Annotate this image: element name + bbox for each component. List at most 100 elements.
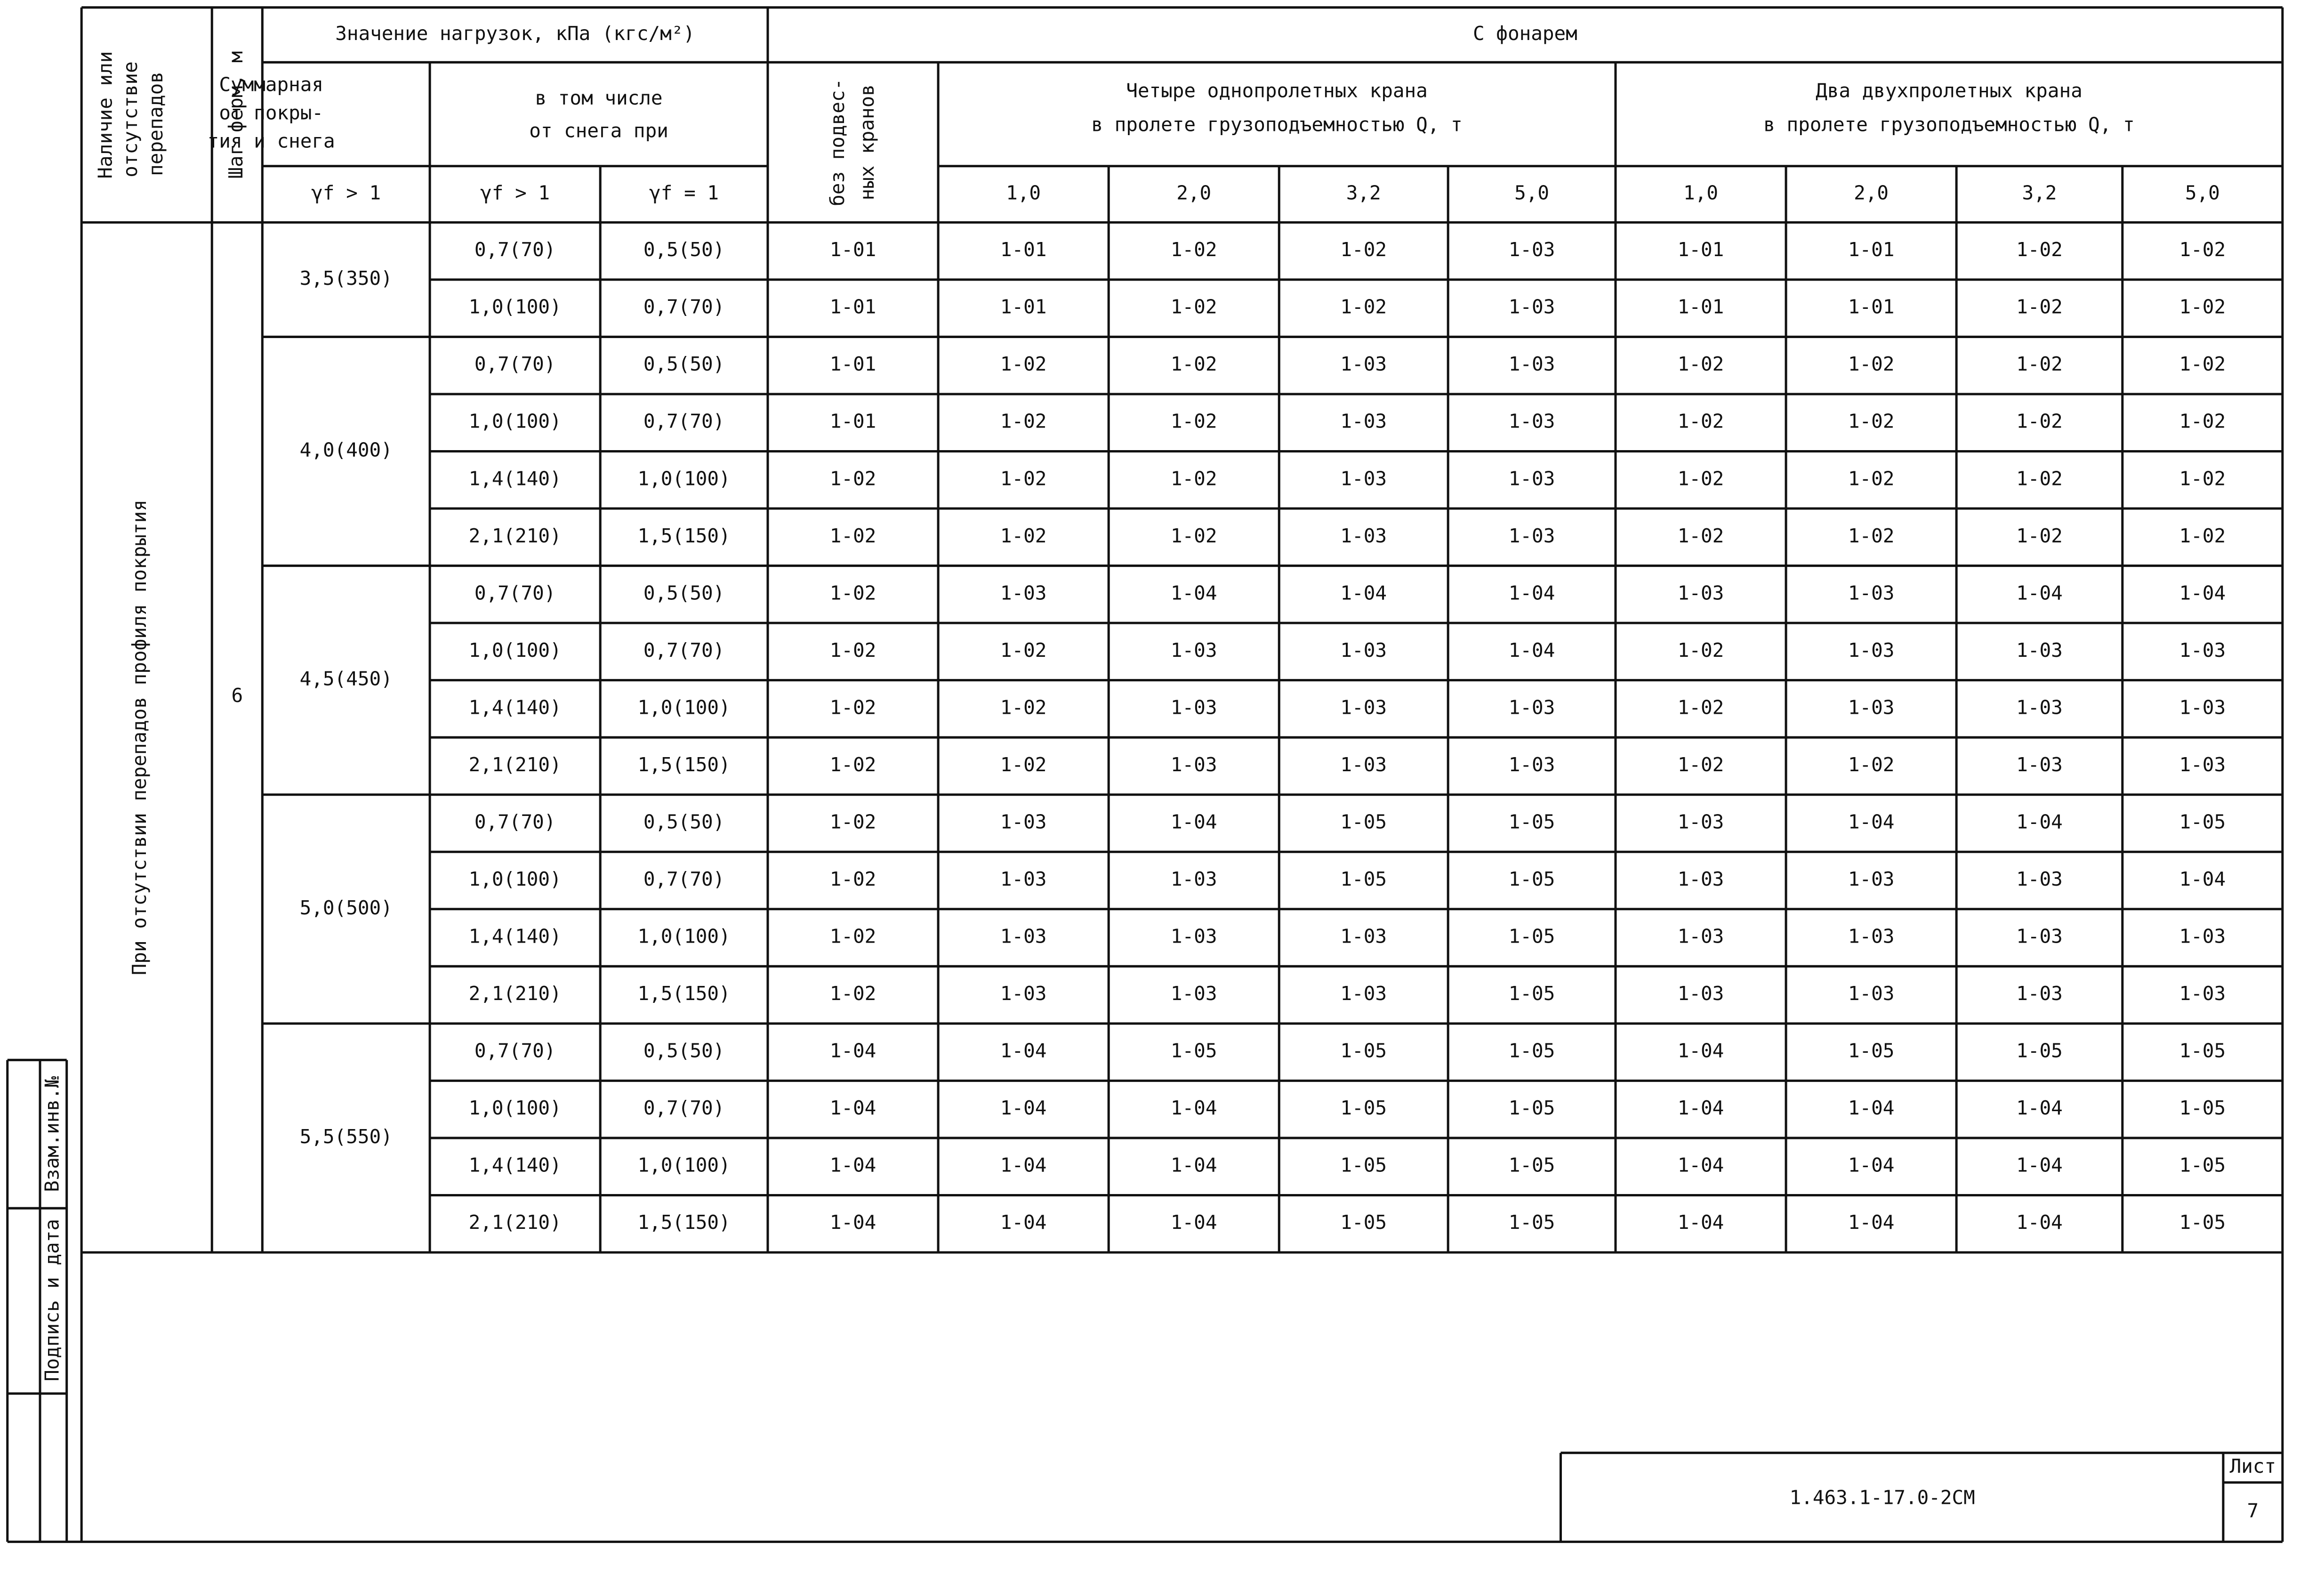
stamp-code: 1.463.1-17.0-2СМ: [1790, 1486, 1975, 1509]
cell: 1-02: [1678, 753, 1724, 776]
header-loads: Значение нагрузок, кПа (кгс/м²): [335, 22, 695, 45]
cell: 1-03: [1340, 753, 1387, 776]
capacity: 1,0: [1683, 182, 1718, 204]
cell: 1-02: [1848, 353, 1895, 375]
cell: 0,5(50): [643, 581, 724, 604]
cell: 1,0(100): [469, 1097, 562, 1119]
cell: 1-04: [830, 1040, 877, 1062]
cell: 1-03: [1848, 581, 1895, 604]
cell: 1,0(100): [638, 696, 731, 718]
cell: 0,7(70): [474, 581, 555, 604]
cell: 1-02: [1848, 410, 1895, 433]
cell: 1-03: [1509, 467, 1555, 490]
cell: 1-03: [1509, 296, 1555, 318]
cell: 1-05: [1340, 1211, 1387, 1234]
cell: 1-03: [2179, 925, 2226, 948]
cell: 1-04: [1848, 1097, 1895, 1119]
cell: 1-02: [1000, 467, 1047, 490]
cell: 1-02: [1000, 696, 1047, 718]
header-no-cranes: без подвес-: [826, 79, 849, 206]
cell: 1-04: [2179, 581, 2226, 604]
cell: 1-03: [1509, 410, 1555, 433]
cell: 1-03: [1171, 696, 1217, 718]
cell: 1,0(100): [469, 868, 562, 890]
stamp-sheet-label: Лист: [2230, 1455, 2276, 1477]
header-truss-step: Шаг ферм, м: [225, 51, 247, 179]
cell: 1,5(150): [638, 525, 731, 547]
cell: 1-04: [1171, 1154, 1217, 1177]
cell: 1-02: [2179, 353, 2226, 375]
cell: 0,5(50): [643, 238, 724, 261]
cell: 1-05: [1340, 810, 1387, 833]
cell: 1,5(150): [638, 1211, 731, 1234]
cell: 1-02: [1000, 525, 1047, 547]
cell: 1-02: [2179, 467, 2226, 490]
cell: 1,4(140): [469, 467, 562, 490]
cell: 1-03: [1171, 982, 1217, 1005]
cell: 1-02: [2016, 525, 2063, 547]
cell: 1-02: [1678, 353, 1724, 375]
cell: 1-02: [830, 581, 877, 604]
cell: 0,7(70): [474, 238, 555, 261]
cell: 1,5(150): [638, 982, 731, 1005]
cell: 1,4(140): [469, 925, 562, 948]
cell: 0,7(70): [643, 410, 724, 433]
cell: 1-04: [1171, 810, 1217, 833]
cell: 2,1(210): [469, 753, 562, 776]
cell: 1,0(100): [638, 925, 731, 948]
cell: 1-04: [1340, 581, 1387, 604]
cell: 1-03: [1000, 581, 1047, 604]
cell: 1-02: [2016, 410, 2063, 433]
cell: 1-02: [830, 639, 877, 662]
cell: 1-02: [830, 467, 877, 490]
cell: 1-03: [1340, 410, 1387, 433]
cell: 1-05: [1340, 1097, 1387, 1119]
cell: 1-02: [1848, 753, 1895, 776]
cell: 1,4(140): [469, 696, 562, 718]
header-gamma: γf = 1: [649, 182, 719, 204]
cell: 1,0(100): [469, 296, 562, 318]
cell: 1-03: [1848, 925, 1895, 948]
cell: 1-02: [1171, 353, 1217, 375]
cell: 1-03: [1171, 753, 1217, 776]
cell: 1-02: [2179, 238, 2226, 261]
cell: 1-02: [1678, 639, 1724, 662]
header-no-cranes: ных кранов: [856, 84, 878, 200]
cell: 1-03: [1171, 925, 1217, 948]
total-load: 4,5(450): [300, 668, 393, 690]
cell: 1-03: [2179, 753, 2226, 776]
cell: 0,7(70): [643, 296, 724, 318]
cell: 1-02: [1678, 467, 1724, 490]
cell: 0,5(50): [643, 810, 724, 833]
cell: 1-03: [1678, 982, 1724, 1005]
header-four-cranes: в пролете грузоподъемностью Q, т: [1091, 113, 1462, 136]
cell: 1-02: [1171, 525, 1217, 547]
cell: 1-02: [830, 868, 877, 890]
cell: 1-04: [1678, 1040, 1724, 1062]
header-snow: от снега при: [529, 119, 668, 142]
cell: 1-04: [2016, 1097, 2063, 1119]
cell: 1-04: [1000, 1154, 1047, 1177]
cell: 1-05: [1509, 1097, 1555, 1119]
cell: 1-03: [2179, 696, 2226, 718]
cell: 1-02: [2179, 525, 2226, 547]
cell: 0,5(50): [643, 353, 724, 375]
cell: 1-03: [1509, 238, 1555, 261]
cell: 1-02: [2016, 353, 2063, 375]
cell: 1-04: [1678, 1097, 1724, 1119]
cell: 1-03: [2179, 982, 2226, 1005]
capacity: 3,2: [2022, 182, 2057, 204]
cell: 1-03: [1340, 525, 1387, 547]
cell: 1-02: [1000, 639, 1047, 662]
cell: 1-03: [1000, 810, 1047, 833]
cell: 1-03: [1340, 982, 1387, 1005]
cell: 1-04: [1848, 810, 1895, 833]
capacity: 5,0: [2185, 182, 2220, 204]
cell: 1,0(100): [638, 1154, 731, 1177]
cell: 1-02: [1848, 525, 1895, 547]
cell: 1-01: [1848, 296, 1895, 318]
cell: 2,1(210): [469, 525, 562, 547]
cell: 2,1(210): [469, 982, 562, 1005]
